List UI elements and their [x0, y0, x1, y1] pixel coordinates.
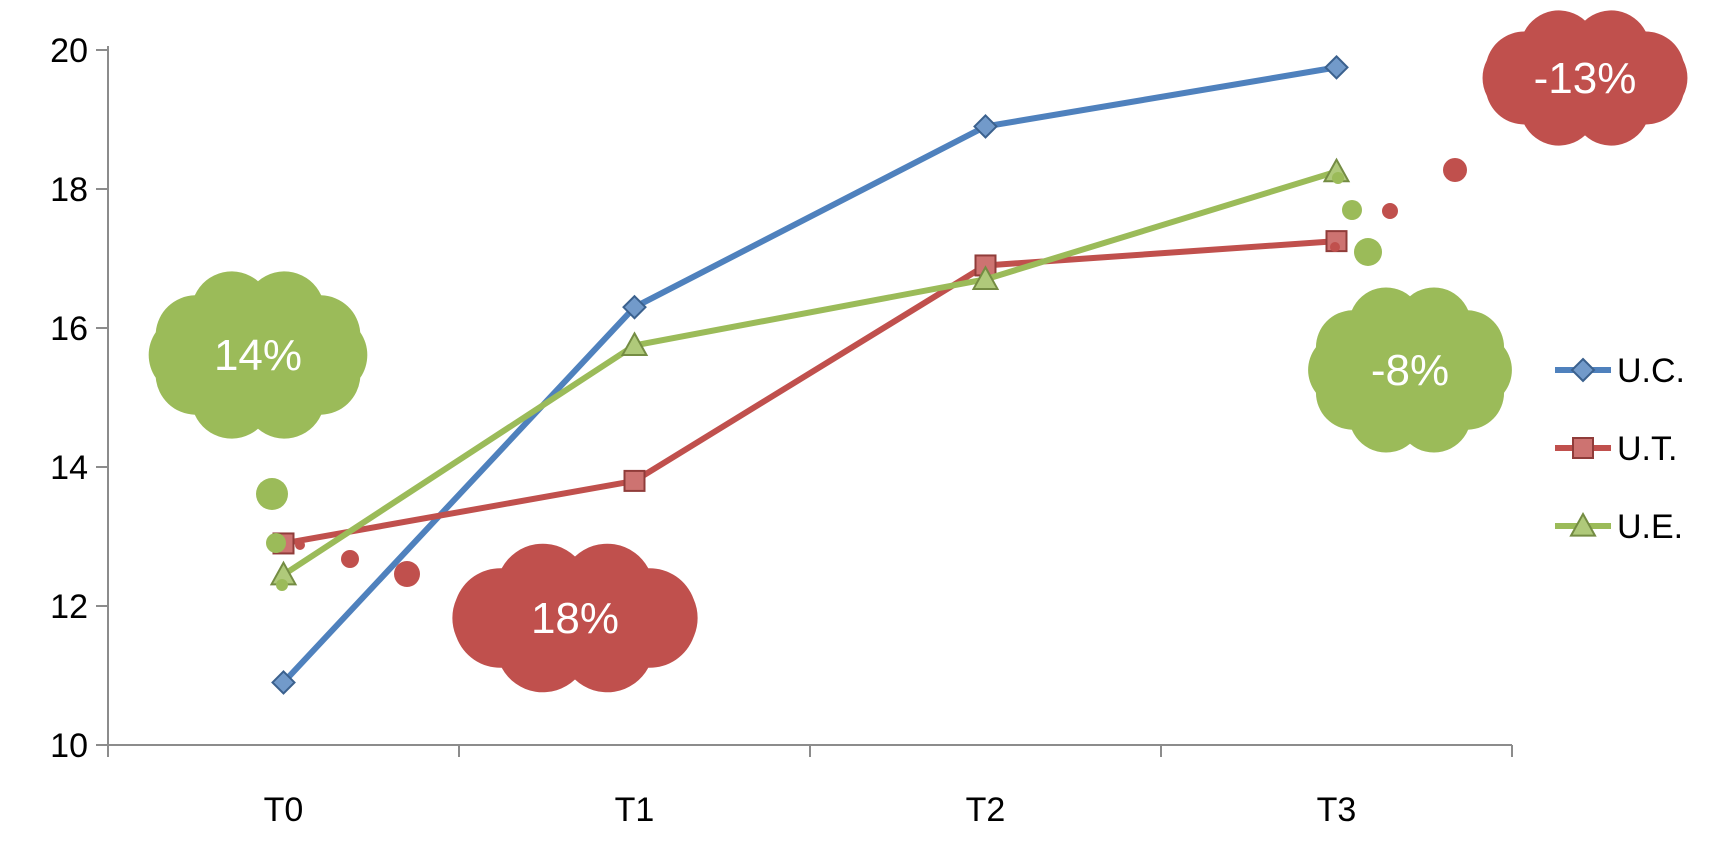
data-point [623, 469, 646, 492]
data-point [973, 114, 998, 139]
callout-bubble [1443, 158, 1467, 182]
legend-label: U.C. [1617, 352, 1685, 390]
callout-cloud: 14% [148, 271, 368, 591]
legend-item: U.T. [1555, 430, 1677, 468]
x-tick-label: T2 [966, 791, 1006, 829]
legend-item: U.C. [1555, 352, 1685, 390]
callout-shape [1308, 287, 1512, 453]
x-tick-label: T3 [1317, 791, 1357, 829]
y-tick-label: 16 [50, 310, 88, 348]
series-line [281, 168, 1338, 578]
series-ut [272, 230, 1348, 555]
callout-cloud: -8% [1308, 172, 1512, 453]
callout-label: -13% [1534, 54, 1637, 103]
callout-label: 14% [214, 331, 302, 380]
legend-swatch-marker [1572, 437, 1594, 459]
legend-label: U.E. [1617, 508, 1683, 546]
y-tick-label: 14 [50, 449, 88, 487]
callout-bubble [1354, 238, 1382, 266]
callout-shape [1482, 10, 1688, 146]
callout-label: -8% [1371, 346, 1449, 395]
callout-shape [452, 543, 698, 693]
callout-bubble [276, 579, 288, 591]
callout-bubble [1330, 242, 1340, 252]
data-point [622, 294, 647, 320]
callout-bubble [1342, 200, 1362, 220]
x-tick-label: T1 [615, 791, 655, 829]
callout-bubble [256, 478, 288, 510]
series-uc [271, 54, 1349, 695]
callout-bubble [1332, 172, 1344, 184]
data-point [620, 331, 649, 356]
callout-bubble [394, 561, 420, 587]
y-tick-label: 18 [50, 171, 88, 209]
series-line [282, 238, 1337, 547]
legend-swatch-marker [1570, 357, 1596, 383]
callout-label: 18% [531, 594, 619, 643]
legend-swatch-marker [1569, 511, 1597, 537]
y-tick-label: 20 [50, 32, 88, 70]
data-point [971, 265, 1000, 290]
data-point [271, 670, 296, 695]
callout-bubble [341, 550, 359, 568]
legend-item: U.E. [1555, 508, 1683, 546]
callout-bubble [266, 533, 286, 553]
callout-shape [148, 271, 368, 439]
callout-bubble [295, 540, 305, 550]
callout-cloud: -13% [1330, 10, 1688, 252]
y-tick-label: 12 [50, 588, 88, 626]
series-line [281, 64, 1337, 685]
callout-cloud: 18% [295, 540, 698, 693]
y-tick-label: 10 [50, 727, 88, 765]
legend-label: U.T. [1617, 430, 1677, 468]
data-point [1324, 54, 1349, 80]
callout-bubble [1382, 203, 1398, 219]
series-ue [269, 157, 1351, 586]
x-tick-label: T0 [264, 791, 304, 829]
